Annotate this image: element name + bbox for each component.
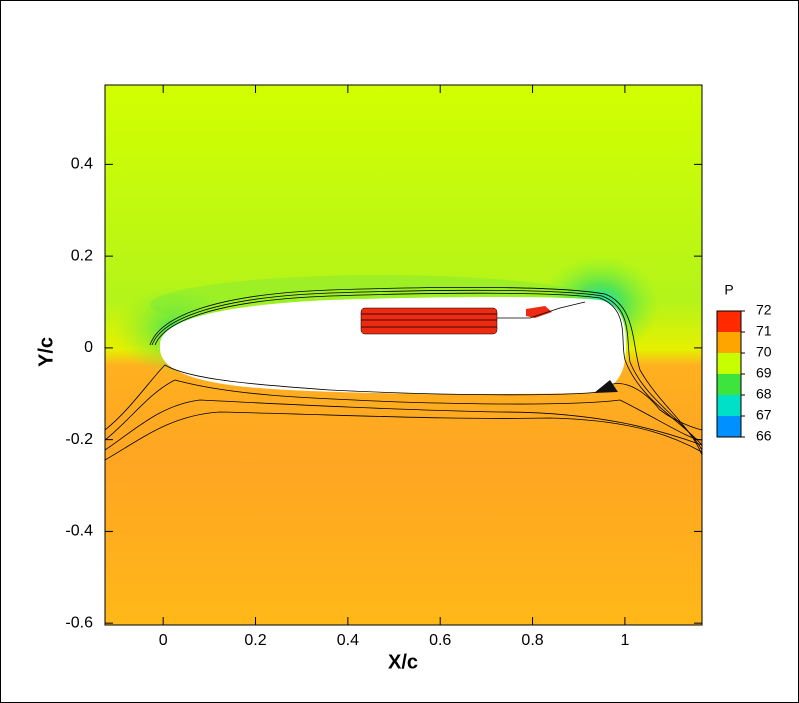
colorbar-key: [741, 415, 745, 417]
colorbar-swatch: [717, 374, 741, 395]
colorbar-swatch: [717, 353, 741, 374]
y-tick-label: -0.4: [65, 523, 93, 540]
colorbar-key: [741, 436, 745, 438]
y-tick-label: 0.2: [71, 247, 93, 264]
y-axis-label: Y/c: [35, 337, 57, 367]
colorbar-label: 72: [756, 302, 772, 318]
colorbar-key: [741, 373, 745, 375]
colorbar-key: [741, 394, 745, 396]
y-tick-label: 0: [84, 339, 93, 356]
colorbar-key: [741, 352, 745, 354]
colorbar-label: 67: [756, 407, 772, 423]
y-tick-label: 0.4: [71, 156, 93, 173]
y-tick-label: -0.2: [65, 431, 93, 448]
plot-border: [104, 84, 703, 626]
x-tick-label: 0: [159, 632, 168, 649]
colorbar-label: 70: [756, 344, 772, 360]
x-tick-label: 1: [620, 632, 629, 649]
field: [105, 85, 702, 625]
x-tick-label: 0.4: [337, 632, 359, 649]
colorbar-swatch: [717, 332, 741, 353]
colorbar-key: [741, 331, 745, 333]
colorbar-swatch: [717, 395, 741, 416]
colorbar-label: 66: [756, 428, 772, 444]
x-tick-label: 0.2: [244, 632, 266, 649]
x-axis-label: X/c: [388, 651, 418, 673]
colorbar-label: 71: [756, 323, 772, 339]
x-tick-label: 0.8: [521, 632, 543, 649]
x-tick-label: 0.6: [429, 632, 451, 649]
colorbar-label: 68: [756, 386, 772, 402]
colorbar-swatch: [717, 311, 741, 332]
colorbar-title: P: [724, 282, 733, 298]
colorbar-label: 69: [756, 365, 772, 381]
colorbar-swatch: [717, 416, 741, 437]
colorbar-key: [741, 310, 745, 312]
y-tick-label: -0.6: [65, 614, 93, 631]
